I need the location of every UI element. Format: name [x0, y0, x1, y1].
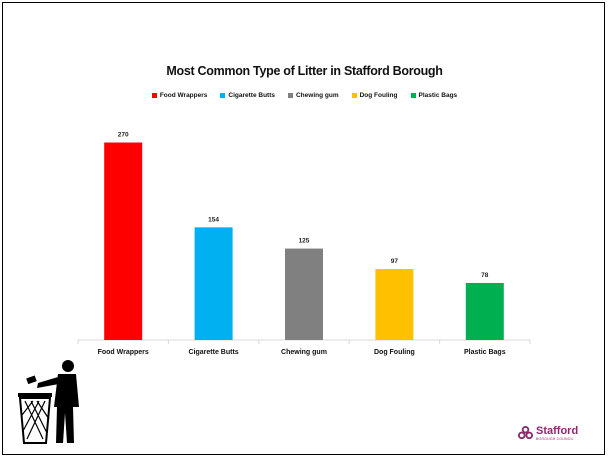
tick-label: Dog Fouling	[374, 349, 415, 356]
bar	[104, 143, 142, 340]
logo-subtitle: BOROUGH COUNCIL	[536, 437, 578, 441]
logo-name: Stafford	[536, 425, 578, 437]
data-label: 125	[299, 238, 310, 245]
stafford-logo: Stafford BOROUGH COUNCIL	[518, 425, 578, 441]
stafford-knot-icon	[518, 426, 533, 441]
tick-label: Cigarette Butts	[189, 349, 239, 356]
bar	[375, 269, 413, 340]
tick-label: Chewing gum	[281, 349, 327, 356]
data-label: 78	[481, 272, 489, 279]
bar	[285, 249, 323, 340]
waste-bin-icon	[18, 393, 52, 443]
data-label: 270	[118, 132, 129, 139]
person-throwing-litter-icon	[18, 357, 88, 445]
data-label: 97	[391, 258, 399, 265]
bar	[466, 283, 504, 340]
bar	[195, 227, 233, 340]
tick-label: Plastic Bags	[464, 349, 506, 356]
data-label: 154	[208, 216, 219, 223]
tick-label: Food Wrappers	[98, 349, 149, 356]
